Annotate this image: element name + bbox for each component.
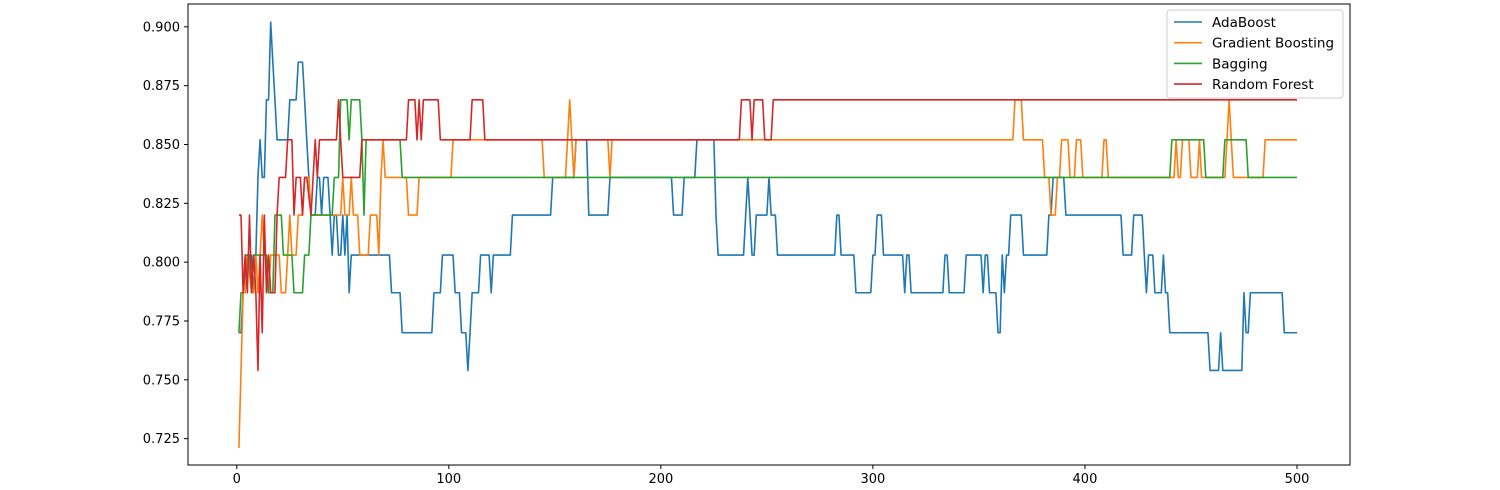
legend: AdaBoost Gradient Boosting Bagging Random F…	[1166, 9, 1344, 99]
plot-frame	[187, 3, 1351, 466]
x-tick-label: 200	[648, 472, 673, 487]
legend-box	[1166, 9, 1344, 99]
y-tick-label: 0.775	[143, 314, 180, 329]
legend-label-bagging: Bagging	[1212, 56, 1268, 72]
y-tick-label: 0.900	[143, 20, 180, 35]
series-line-bagging	[238, 98, 1297, 333]
x-axis: 0 100 200 300 400 500	[233, 465, 1310, 487]
legend-items: AdaBoost Gradient Boosting Bagging Random F…	[1174, 15, 1334, 93]
y-tick-label: 0.825	[143, 197, 180, 212]
y-tick-label: 0.850	[143, 138, 180, 153]
legend-label-random-forest: Random Forest	[1212, 77, 1314, 93]
x-tick-label: 500	[1285, 472, 1310, 487]
x-tick-label: 0	[233, 472, 241, 487]
x-tick-label: 100	[436, 472, 461, 487]
y-tick-label: 0.800	[143, 256, 180, 271]
legend-label-adaboost: AdaBoost	[1212, 15, 1276, 31]
y-axis: 0.725 0.750 0.775 0.800 0.825 0.850 0.875 0.900	[143, 20, 188, 447]
legend-label-gradient-boosting: Gradient Boosting	[1212, 36, 1334, 52]
series-layer	[238, 21, 1297, 449]
y-tick-label: 0.725	[143, 432, 180, 447]
y-tick-label: 0.750	[143, 373, 180, 388]
y-tick-label: 0.875	[143, 79, 180, 94]
series-line-random-forest	[238, 98, 1297, 372]
series-line-adaboost	[238, 21, 1297, 372]
x-tick-label: 400	[1073, 472, 1098, 487]
x-tick-label: 300	[860, 472, 885, 487]
